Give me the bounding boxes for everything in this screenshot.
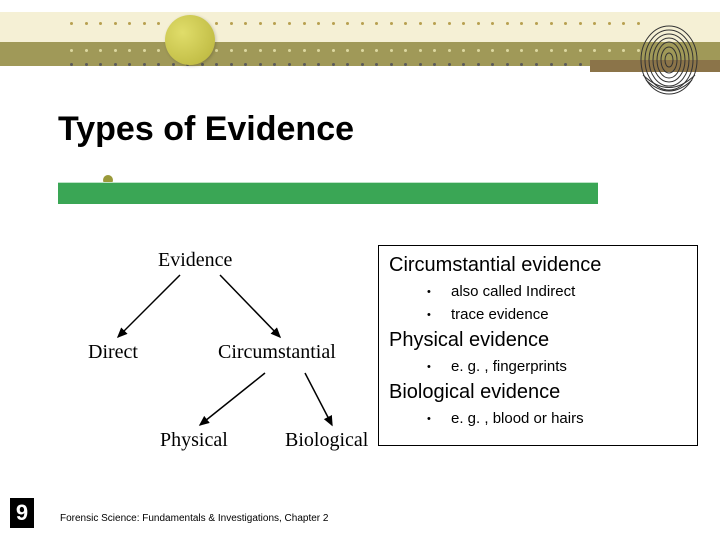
evidence-tree-diagram: Evidence Direct Circumstantial Physical … xyxy=(70,245,370,470)
dot-row-1 xyxy=(70,22,640,25)
section-heading: Biological evidence xyxy=(389,381,687,404)
slide-number: 9 xyxy=(10,498,34,528)
dot-row-3 xyxy=(70,63,640,66)
bullet-item: e. g. , blood or hairs xyxy=(427,410,687,427)
bullet-item: e. g. , fingerprints xyxy=(427,358,687,375)
decorative-circle xyxy=(165,15,215,65)
tree-node-physical: Physical xyxy=(160,429,228,452)
tree-node-direct: Direct xyxy=(88,341,138,364)
tree-node-biological: Biological xyxy=(285,429,368,452)
section-bullets: e. g. , blood or hairs xyxy=(427,410,687,427)
stripe-cream xyxy=(0,12,720,42)
evidence-detail-box: Circumstantial evidence also called Indi… xyxy=(378,245,698,446)
section-heading: Physical evidence xyxy=(389,329,687,352)
section-heading: Circumstantial evidence xyxy=(389,254,687,277)
bullet-item: trace evidence xyxy=(427,306,687,323)
dot-row-2 xyxy=(70,49,640,52)
slide-footer: Forensic Science: Fundamentals & Investi… xyxy=(60,513,328,524)
tree-node-circumstantial: Circumstantial xyxy=(218,341,336,364)
bullet-item: also called Indirect xyxy=(427,283,687,300)
section-bullets: e. g. , fingerprints xyxy=(427,358,687,375)
slide-title: Types of Evidence xyxy=(58,110,354,149)
tree-node-root: Evidence xyxy=(158,249,232,272)
section-bullets: also called Indirect trace evidence xyxy=(427,283,687,323)
title-underline-bar xyxy=(58,182,598,204)
fingerprint-icon xyxy=(638,20,700,95)
slide-header-band xyxy=(0,0,720,80)
